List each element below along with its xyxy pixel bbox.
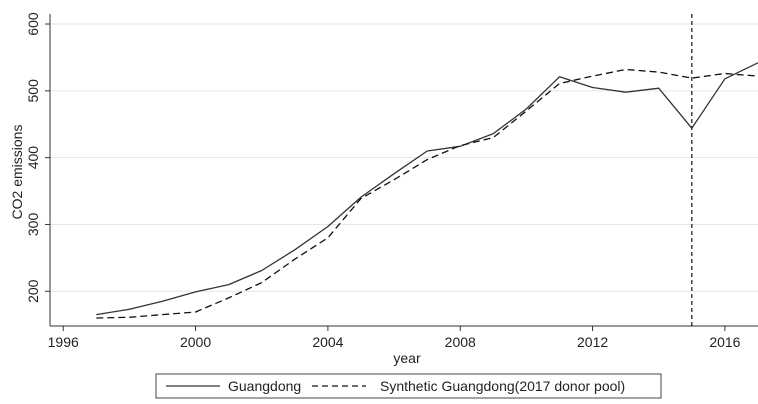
- x-tick-label-2012: 2012: [577, 334, 608, 350]
- grid-lines: [50, 23, 758, 292]
- tick-labels: 200 300 400 500 600 1996 2000 2004 2008 2012 2016: [25, 12, 741, 350]
- y-axis-label: CO2 emissions: [9, 125, 25, 220]
- x-tick-label-1996: 1996: [48, 334, 79, 350]
- y-tick-label-600: 600: [25, 12, 41, 36]
- x-axis-label: year: [393, 350, 421, 366]
- x-tick-label-2004: 2004: [312, 334, 343, 350]
- legend-label-synthetic: Synthetic Guangdong(2017 donor pool): [380, 378, 625, 394]
- y-tick-label-300: 300: [25, 213, 41, 237]
- series-lines: [96, 62, 758, 319]
- x-tick-label-2000: 2000: [180, 334, 211, 350]
- y-tick-label-400: 400: [25, 146, 41, 170]
- x-tick-label-2008: 2008: [445, 334, 476, 350]
- series-line-guangdong: [96, 62, 758, 316]
- legend: Guangdong Synthetic Guangdong(2017 donor…: [155, 373, 662, 399]
- legend-label-guangdong: Guangdong: [228, 378, 301, 394]
- axes: [45, 14, 758, 331]
- y-tick-label-500: 500: [25, 79, 41, 103]
- x-tick-label-2016: 2016: [709, 334, 740, 350]
- series-line-synthetic-guangdong: [96, 68, 758, 319]
- legend-box: [155, 373, 662, 399]
- y-tick-label-200: 200: [25, 279, 41, 303]
